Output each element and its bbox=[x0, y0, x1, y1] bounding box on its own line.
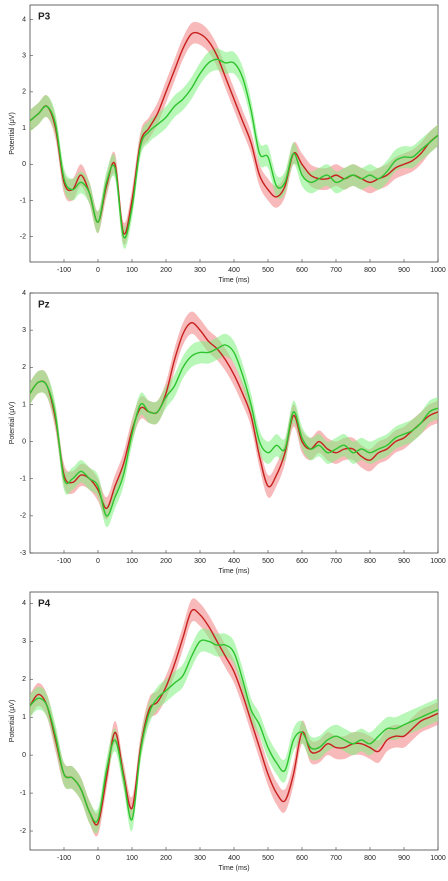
y-tick-label: 4 bbox=[22, 290, 26, 297]
y-tick-label: 3 bbox=[22, 53, 26, 60]
x-tick-label: 600 bbox=[296, 855, 308, 862]
x-tick-label: 900 bbox=[398, 267, 410, 274]
x-tick-label: 700 bbox=[330, 855, 342, 862]
x-tick-label: 300 bbox=[194, 855, 206, 862]
series-line bbox=[29, 344, 439, 517]
x-tick-label: 300 bbox=[194, 267, 206, 274]
x-tick-label: 400 bbox=[228, 267, 240, 274]
series-line bbox=[29, 608, 439, 826]
series-line bbox=[29, 58, 439, 239]
y-tick-label: 1 bbox=[22, 714, 26, 721]
y-tick-label: 2 bbox=[22, 676, 26, 683]
y-axis-label: Potential (μV) bbox=[9, 402, 16, 445]
x-tick-label: 500 bbox=[262, 558, 274, 565]
panel-title: P3 bbox=[38, 12, 51, 23]
x-tick-label: 100 bbox=[126, 855, 138, 862]
panel-title: Pz bbox=[38, 300, 50, 311]
x-tick-label: 600 bbox=[296, 558, 308, 565]
y-tick-label: 0 bbox=[22, 438, 26, 445]
x-tick-label: 200 bbox=[160, 558, 172, 565]
x-tick-label: 1000 bbox=[430, 267, 446, 274]
plot-frame bbox=[29, 292, 439, 554]
x-tick-label: 0 bbox=[96, 855, 100, 862]
x-axis-label: Time (ms) bbox=[218, 865, 249, 872]
x-tick-label: 900 bbox=[398, 855, 410, 862]
y-tick-label: 3 bbox=[22, 638, 26, 645]
x-tick-label: 800 bbox=[364, 558, 376, 565]
x-tick-label: 600 bbox=[296, 267, 308, 274]
x-tick-label: 200 bbox=[160, 855, 172, 862]
x-tick-label: 0 bbox=[96, 558, 100, 565]
panel-title: P4 bbox=[38, 599, 51, 610]
x-tick-label: 900 bbox=[398, 558, 410, 565]
y-tick-label: 4 bbox=[22, 600, 26, 607]
plot-frame bbox=[29, 4, 439, 263]
y-tick-label: -1 bbox=[20, 197, 26, 204]
y-tick-label: 1 bbox=[22, 125, 26, 132]
y-axis-label: Potential (μV) bbox=[9, 700, 16, 743]
y-tick-label: 2 bbox=[22, 89, 26, 96]
y-tick-label: -2 bbox=[20, 513, 26, 520]
x-tick-label: 0 bbox=[96, 267, 100, 274]
x-tick-label: 300 bbox=[194, 558, 206, 565]
series-line bbox=[29, 322, 439, 510]
x-tick-label: 100 bbox=[126, 558, 138, 565]
x-tick-label: 400 bbox=[228, 855, 240, 862]
y-tick-label: 3 bbox=[22, 327, 26, 334]
y-tick-label: 4 bbox=[22, 16, 26, 23]
y-tick-label: 1 bbox=[22, 401, 26, 408]
x-tick-label: 800 bbox=[364, 855, 376, 862]
y-tick-label: -3 bbox=[20, 550, 26, 557]
x-tick-label: 500 bbox=[262, 267, 274, 274]
x-tick-label: -100 bbox=[57, 267, 71, 274]
y-tick-label: -2 bbox=[20, 234, 26, 241]
y-tick-label: 2 bbox=[22, 364, 26, 371]
y-tick-label: -1 bbox=[20, 790, 26, 797]
y-tick-label: 0 bbox=[22, 752, 26, 759]
x-tick-label: -100 bbox=[57, 558, 71, 565]
x-tick-label: 400 bbox=[228, 558, 240, 565]
error-band bbox=[30, 628, 438, 834]
x-axis-label: Time (ms) bbox=[218, 277, 249, 284]
y-tick-label: -2 bbox=[20, 828, 26, 835]
y-tick-label: 0 bbox=[22, 161, 26, 168]
x-tick-label: 1000 bbox=[430, 558, 446, 565]
x-tick-label: 800 bbox=[364, 267, 376, 274]
series-line bbox=[29, 639, 439, 823]
x-tick-label: 700 bbox=[330, 267, 342, 274]
x-tick-label: 200 bbox=[160, 267, 172, 274]
y-tick-label: -1 bbox=[20, 476, 26, 483]
y-axis-label: Potential (μV) bbox=[9, 112, 16, 155]
x-tick-label: 1000 bbox=[430, 855, 446, 862]
x-tick-label: 700 bbox=[330, 558, 342, 565]
x-axis-label: Time (ms) bbox=[218, 568, 249, 575]
x-tick-label: -100 bbox=[57, 855, 71, 862]
x-tick-label: 100 bbox=[126, 267, 138, 274]
x-tick-label: 500 bbox=[262, 855, 274, 862]
